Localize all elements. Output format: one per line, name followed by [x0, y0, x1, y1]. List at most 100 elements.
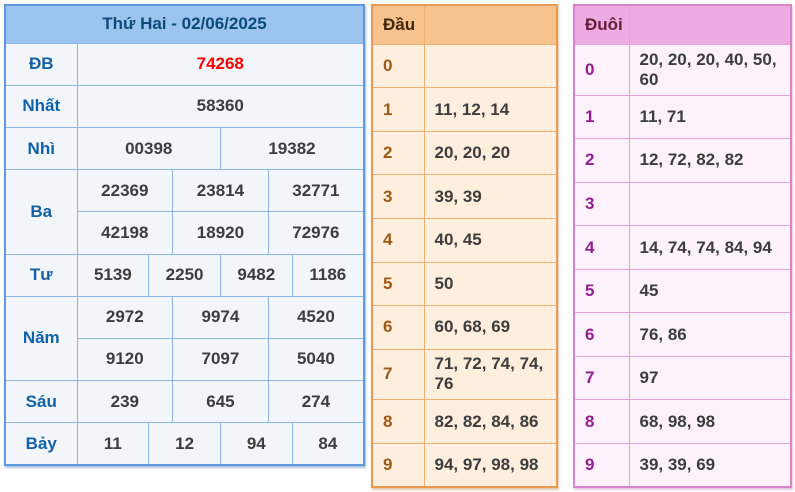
dau-digit-1: 1: [371, 87, 425, 132]
prize-value-bay-2: 12: [148, 422, 221, 466]
dau-values-7: 71, 72, 74, 74, 76: [423, 348, 558, 401]
duoi-values-9: 39, 39, 69: [628, 442, 792, 488]
duoi-row: 4 14, 74, 74, 84, 94: [573, 225, 792, 270]
duoi-values-0: 20, 20, 20, 40, 50, 60: [628, 43, 792, 96]
prize-label-nhi: Nhì: [4, 126, 78, 171]
dau-digit-6: 6: [371, 305, 425, 350]
duoi-row: 0 20, 20, 20, 40, 50, 60: [573, 43, 792, 96]
prize-label-db: ĐB: [4, 42, 78, 86]
results-table: Thứ Hai - 02/06/2025 ĐB 74268 Nhất 58360…: [4, 4, 365, 466]
duoi-row: 1 11, 71: [573, 94, 792, 140]
prize-label-nhat: Nhất: [4, 84, 78, 129]
duoi-row: 8 68, 98, 98: [573, 399, 792, 444]
prize-value-db: 74268: [76, 42, 365, 86]
dau-row: 0: [371, 43, 558, 89]
dau-digit-0: 0: [371, 43, 425, 89]
duoi-digit-2: 2: [573, 138, 630, 183]
duoi-values-6: 76, 86: [628, 312, 792, 357]
dau-values-5: 50: [423, 261, 558, 307]
dau-row: 3 39, 39: [371, 174, 558, 219]
duoi-row: 9 39, 39, 69: [573, 442, 792, 488]
prize-label-tu: Tư: [4, 253, 78, 297]
prize-label-sau: Sáu: [4, 380, 78, 424]
dau-row: 9 94, 97, 98, 98: [371, 442, 558, 488]
prize-value-ba-6: 72976: [267, 211, 365, 255]
prize-value-sau-2: 645: [172, 380, 269, 424]
duoi-row: 2 12, 72, 82, 82: [573, 138, 792, 183]
prize-value-tu-1: 5139: [76, 253, 150, 297]
dau-table: Đầu 0 1 11, 12, 14 2 20, 20, 20 3 39, 39…: [371, 4, 558, 488]
duoi-digit-9: 9: [573, 442, 630, 488]
dau-header-spacer: [423, 4, 558, 45]
prize-value-ba-4: 42198: [76, 211, 174, 255]
prize-value-nam-4: 9120: [76, 337, 174, 382]
duoi-row: 3: [573, 181, 792, 227]
dau-digit-4: 4: [371, 218, 425, 263]
duoi-header: Đuôi: [573, 4, 630, 45]
dau-digit-2: 2: [371, 130, 425, 176]
results-date-header: Thứ Hai - 02/06/2025: [4, 4, 365, 44]
dau-row: 4 40, 45: [371, 218, 558, 263]
prize-value-sau-1: 239: [76, 380, 174, 424]
prize-value-bay-3: 94: [219, 422, 293, 466]
dau-digit-7: 7: [371, 348, 425, 401]
dau-digit-9: 9: [371, 442, 425, 488]
prize-value-bay-1: 11: [76, 422, 150, 466]
prize-value-tu-3: 9482: [219, 253, 293, 297]
duoi-values-2: 12, 72, 82, 82: [628, 138, 792, 183]
prize-value-nhat: 58360: [76, 84, 365, 129]
duoi-digit-1: 1: [573, 94, 630, 140]
prize-value-nam-2: 9974: [172, 295, 269, 339]
duoi-header-spacer: [628, 4, 792, 45]
dau-row: 6 60, 68, 69: [371, 305, 558, 350]
prize-value-nhi-2: 19382: [219, 126, 365, 171]
prize-value-tu-2: 2250: [148, 253, 221, 297]
dau-row: 8 82, 82, 84, 86: [371, 399, 558, 444]
duoi-row: 6 76, 86: [573, 312, 792, 357]
dau-digit-5: 5: [371, 261, 425, 307]
duoi-values-7: 97: [628, 355, 792, 401]
dau-row: 2 20, 20, 20: [371, 130, 558, 176]
duoi-values-4: 14, 74, 74, 84, 94: [628, 225, 792, 270]
prize-value-nam-6: 5040: [267, 337, 365, 382]
dau-values-4: 40, 45: [423, 218, 558, 263]
dau-row: 5 50: [371, 261, 558, 307]
duoi-row: 5 45: [573, 268, 792, 314]
prize-value-ba-5: 18920: [172, 211, 269, 255]
duoi-values-3: [628, 181, 792, 227]
prize-value-bay-4: 84: [291, 422, 365, 466]
prize-value-sau-3: 274: [267, 380, 365, 424]
dau-values-2: 20, 20, 20: [423, 130, 558, 176]
duoi-digit-8: 8: [573, 399, 630, 444]
prize-value-ba-2: 23814: [172, 169, 269, 213]
duoi-digit-7: 7: [573, 355, 630, 401]
dau-values-3: 39, 39: [423, 174, 558, 219]
dau-values-0: [423, 43, 558, 89]
duoi-digit-4: 4: [573, 225, 630, 270]
prize-value-nam-3: 4520: [267, 295, 365, 339]
duoi-digit-3: 3: [573, 181, 630, 227]
dau-row: 1 11, 12, 14: [371, 87, 558, 132]
duoi-digit-0: 0: [573, 43, 630, 96]
dau-values-6: 60, 68, 69: [423, 305, 558, 350]
prize-value-tu-4: 1186: [291, 253, 365, 297]
prize-label-nam: Năm: [4, 295, 78, 382]
dau-digit-3: 3: [371, 174, 425, 219]
duoi-values-5: 45: [628, 268, 792, 314]
prize-value-nam-5: 7097: [172, 337, 269, 382]
dau-values-1: 11, 12, 14: [423, 87, 558, 132]
duoi-table: Đuôi 0 20, 20, 20, 40, 50, 60 1 11, 71 2…: [573, 4, 792, 488]
prize-value-nam-1: 2972: [76, 295, 174, 339]
dau-row: 7 71, 72, 74, 74, 76: [371, 348, 558, 401]
duoi-values-8: 68, 98, 98: [628, 399, 792, 444]
duoi-digit-5: 5: [573, 268, 630, 314]
prize-value-ba-3: 32771: [267, 169, 365, 213]
duoi-digit-6: 6: [573, 312, 630, 357]
prize-value-nhi-1: 00398: [76, 126, 221, 171]
prize-label-ba: Ba: [4, 169, 78, 255]
duoi-values-1: 11, 71: [628, 94, 792, 140]
dau-values-8: 82, 82, 84, 86: [423, 399, 558, 444]
dau-digit-8: 8: [371, 399, 425, 444]
dau-header: Đầu: [371, 4, 425, 45]
